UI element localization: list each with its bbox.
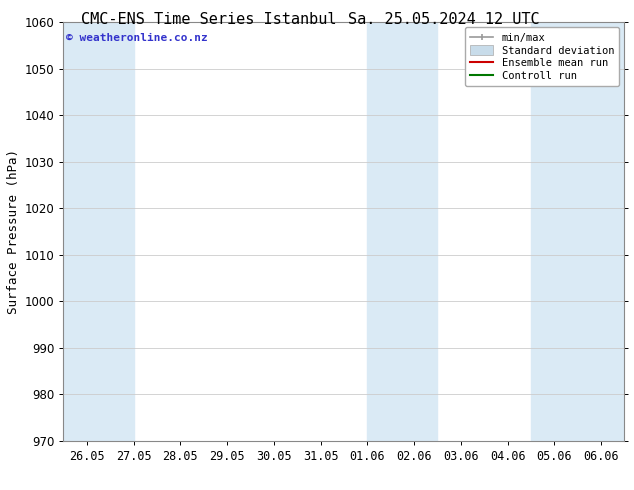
Bar [531, 22, 624, 441]
Text: Sa. 25.05.2024 12 UTC: Sa. 25.05.2024 12 UTC [348, 12, 540, 27]
Y-axis label: Surface Pressure (hPa): Surface Pressure (hPa) [8, 149, 20, 314]
Bar [63, 22, 134, 441]
Bar [367, 22, 437, 441]
Text: CMC-ENS Time Series Istanbul: CMC-ENS Time Series Istanbul [82, 12, 337, 27]
Legend: min/max, Standard deviation, Ensemble mean run, Controll run: min/max, Standard deviation, Ensemble me… [465, 27, 619, 86]
Text: © weatheronline.co.nz: © weatheronline.co.nz [66, 32, 208, 43]
